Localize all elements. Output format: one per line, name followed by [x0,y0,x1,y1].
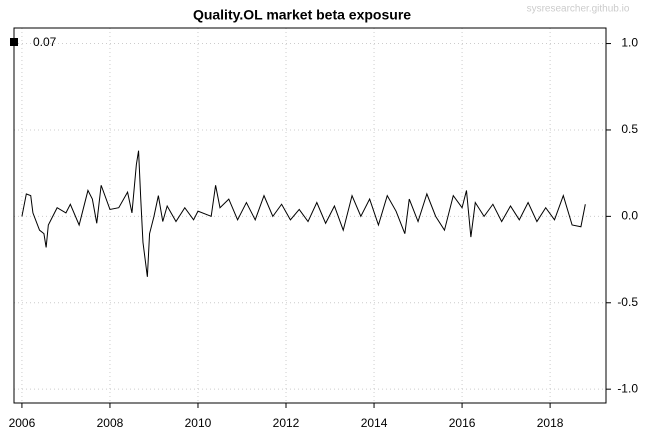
y-tick-label: 0.0 [621,209,638,223]
x-tick-label: 2006 [9,416,36,430]
x-tick-label: 2018 [537,416,564,430]
series-line [21,150,586,277]
y-tick-label: 0.5 [621,122,638,136]
x-tick-label: 2012 [273,416,300,430]
y-tick-label: 1.0 [621,36,638,50]
plot-frame [13,27,607,404]
legend-label: 0.07 [33,35,57,49]
watermark: sysresearcher.github.io [527,4,630,15]
y-tick-label: -1.0 [617,381,638,395]
legend-swatch [10,38,18,46]
y-tick-label: -0.5 [617,295,638,309]
x-tick-label: 2010 [185,416,212,430]
x-tick-label: 2014 [361,416,388,430]
x-tick-label: 2016 [449,416,476,430]
x-tick-label: 2008 [97,416,124,430]
chart-title: Quality.OL market beta exposure [193,7,411,23]
